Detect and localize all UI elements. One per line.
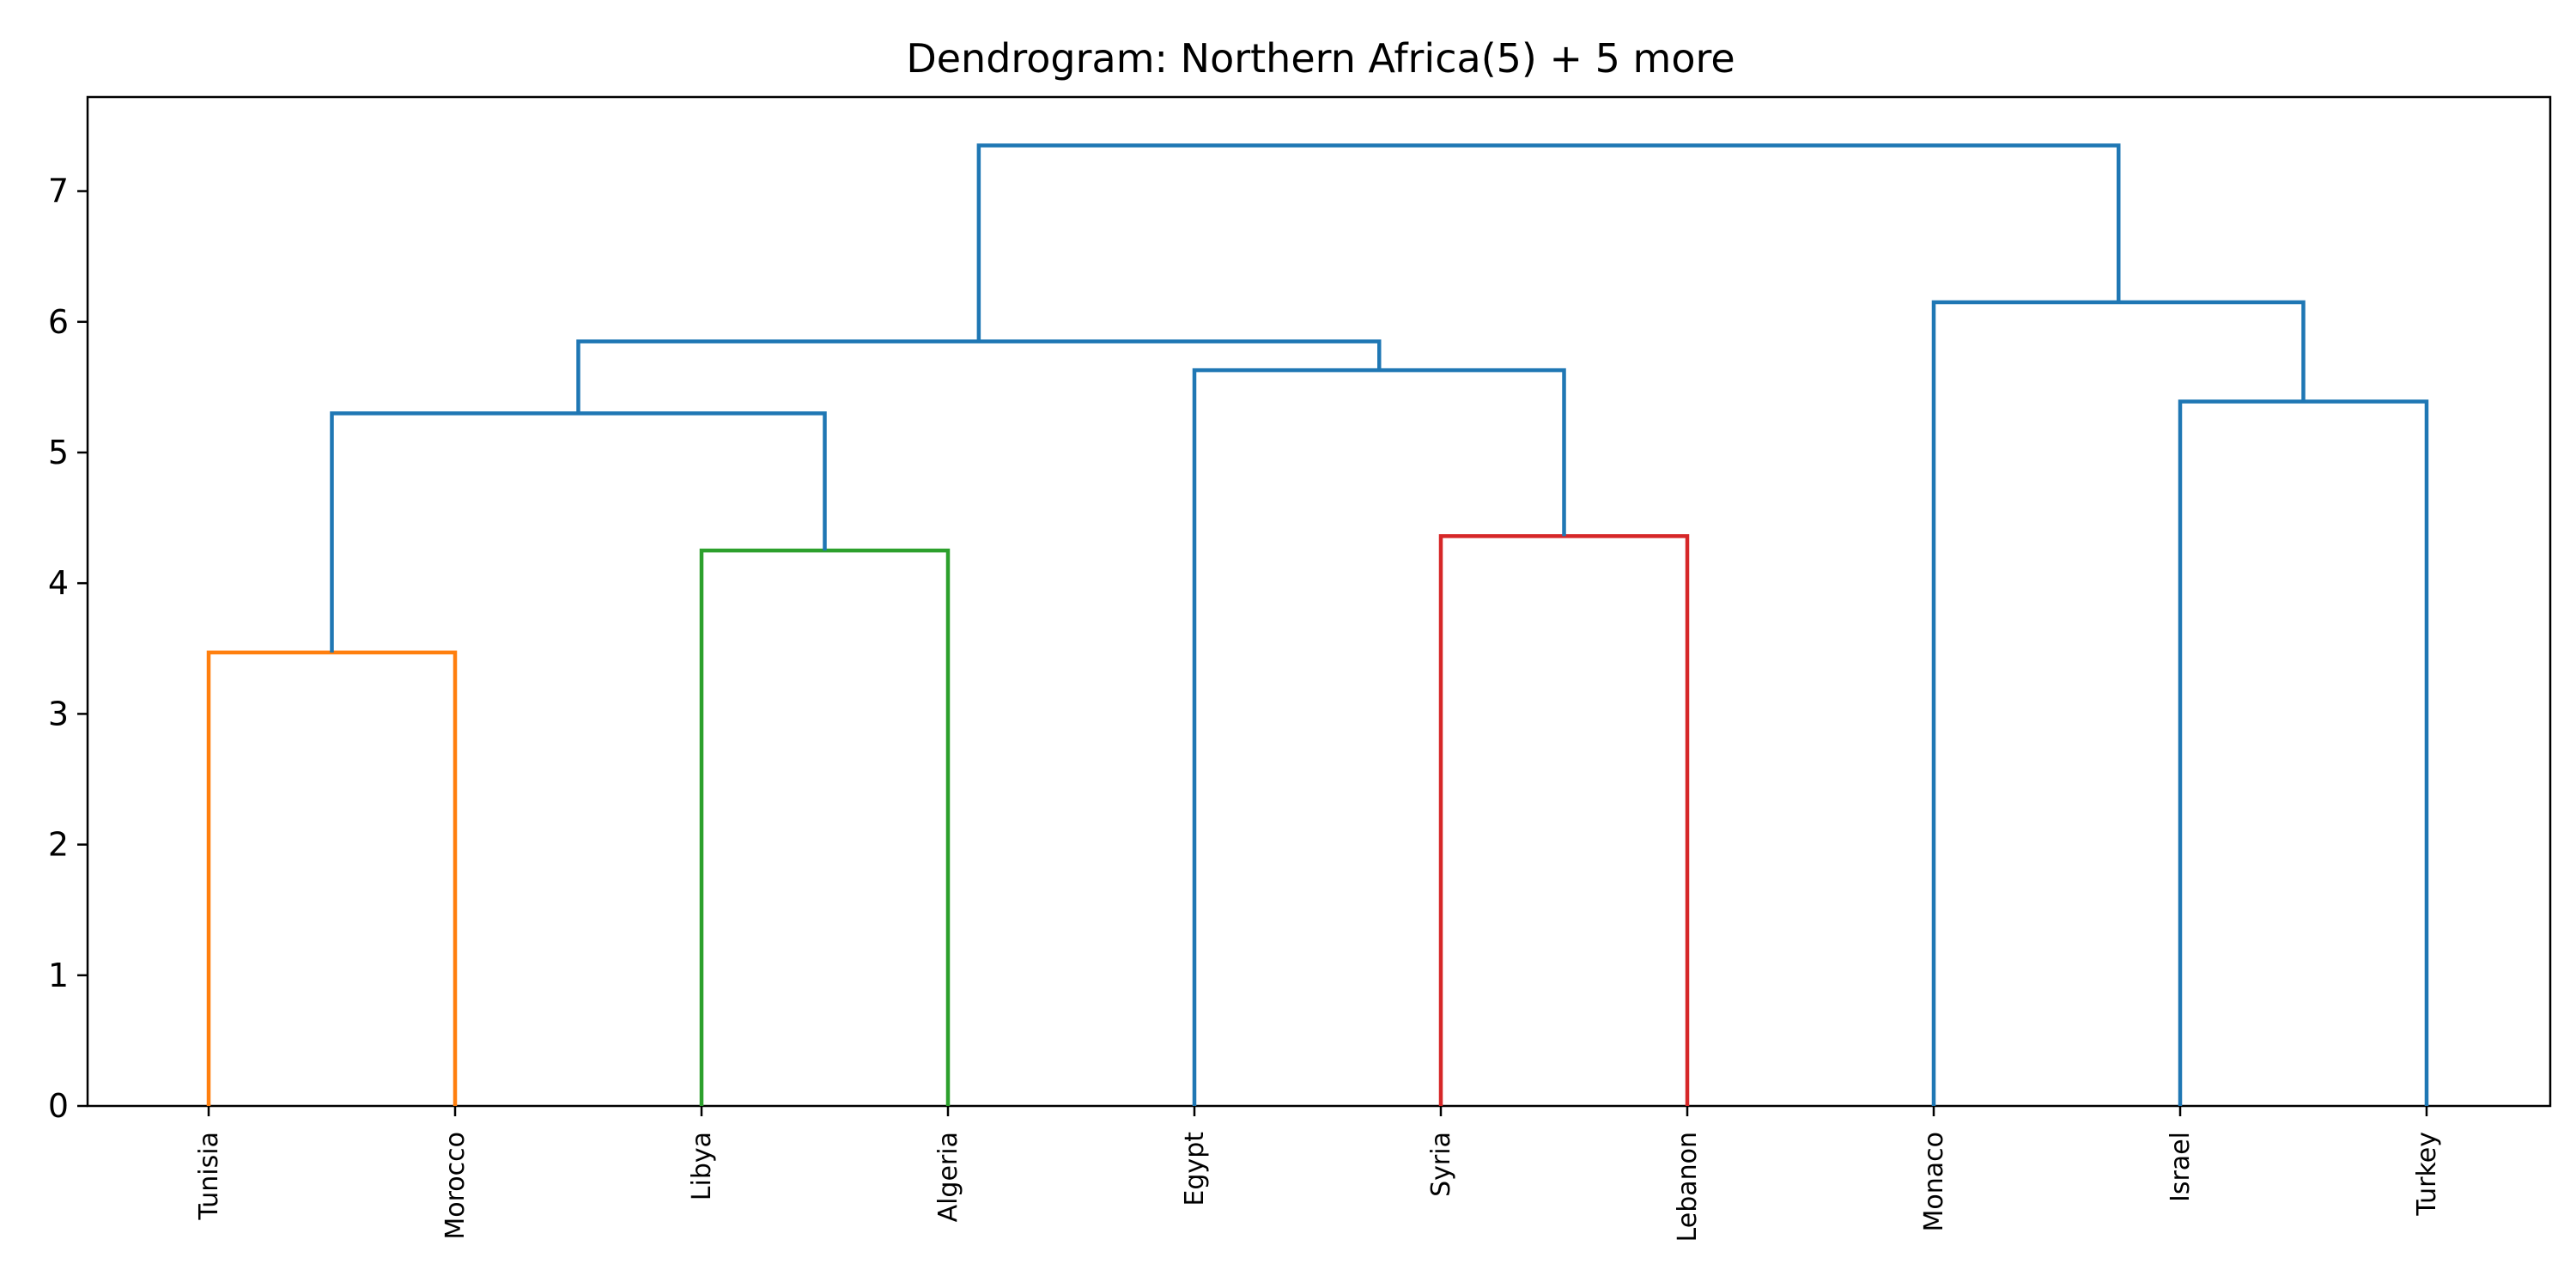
leaf-label-libya: Libya [687, 1132, 717, 1200]
leaf-label-israel: Israel [2166, 1132, 2196, 1202]
leaf-label-monaco: Monaco [1919, 1132, 1949, 1231]
plot-area-frame [86, 95, 2552, 1108]
leaf-label-egypt: Egypt [1180, 1132, 1210, 1206]
link-tunisia-morocco--libya-algeria [330, 411, 827, 653]
x-axis: Tunisia Morocco Libya Algeria Egypt Syria Leba… [194, 1106, 2442, 1242]
leaf-label-syria: Syria [1426, 1132, 1456, 1197]
link-libya--algeria [699, 548, 951, 1106]
y-axis: 0 1 2 3 4 5 6 7 [48, 173, 88, 1125]
leaf-label-turkey: Turkey [2412, 1132, 2442, 1217]
link-egypt--syria-lebanon [1192, 368, 1566, 1106]
ytick-label: 1 [48, 957, 69, 994]
ytick-label: 2 [48, 826, 69, 864]
dendrogram-links [206, 143, 2429, 1106]
leaf-label-morocco: Morocco [440, 1132, 471, 1240]
link-tunisia--morocco [206, 650, 458, 1106]
ytick-label: 6 [48, 303, 69, 341]
ytick-label: 7 [48, 173, 69, 210]
ytick-label: 3 [48, 695, 69, 732]
link-monaco--israel-turkey [1931, 300, 2306, 1106]
leaf-label-lebanon: Lebanon [1673, 1132, 1703, 1242]
chart-title: Dendrogram: Northern Africa(5) + 5 more [906, 35, 1735, 82]
leaf-label-tunisia: Tunisia [194, 1132, 224, 1220]
leaf-label-algeria: Algeria [933, 1132, 963, 1222]
ytick-label: 4 [48, 564, 69, 602]
link-syria--lebanon [1438, 534, 1690, 1106]
link-israel--turkey [2178, 399, 2429, 1106]
link-tunisia-morocco-libya-algeria--egypt-syria-lebanon [576, 339, 1382, 414]
ytick-label: 0 [48, 1087, 69, 1125]
ytick-label: 5 [48, 434, 69, 471]
link-tunisia-morocco-libya-algeria-egypt-syria-lebanon--monaco-israel-turkey [976, 143, 2121, 342]
